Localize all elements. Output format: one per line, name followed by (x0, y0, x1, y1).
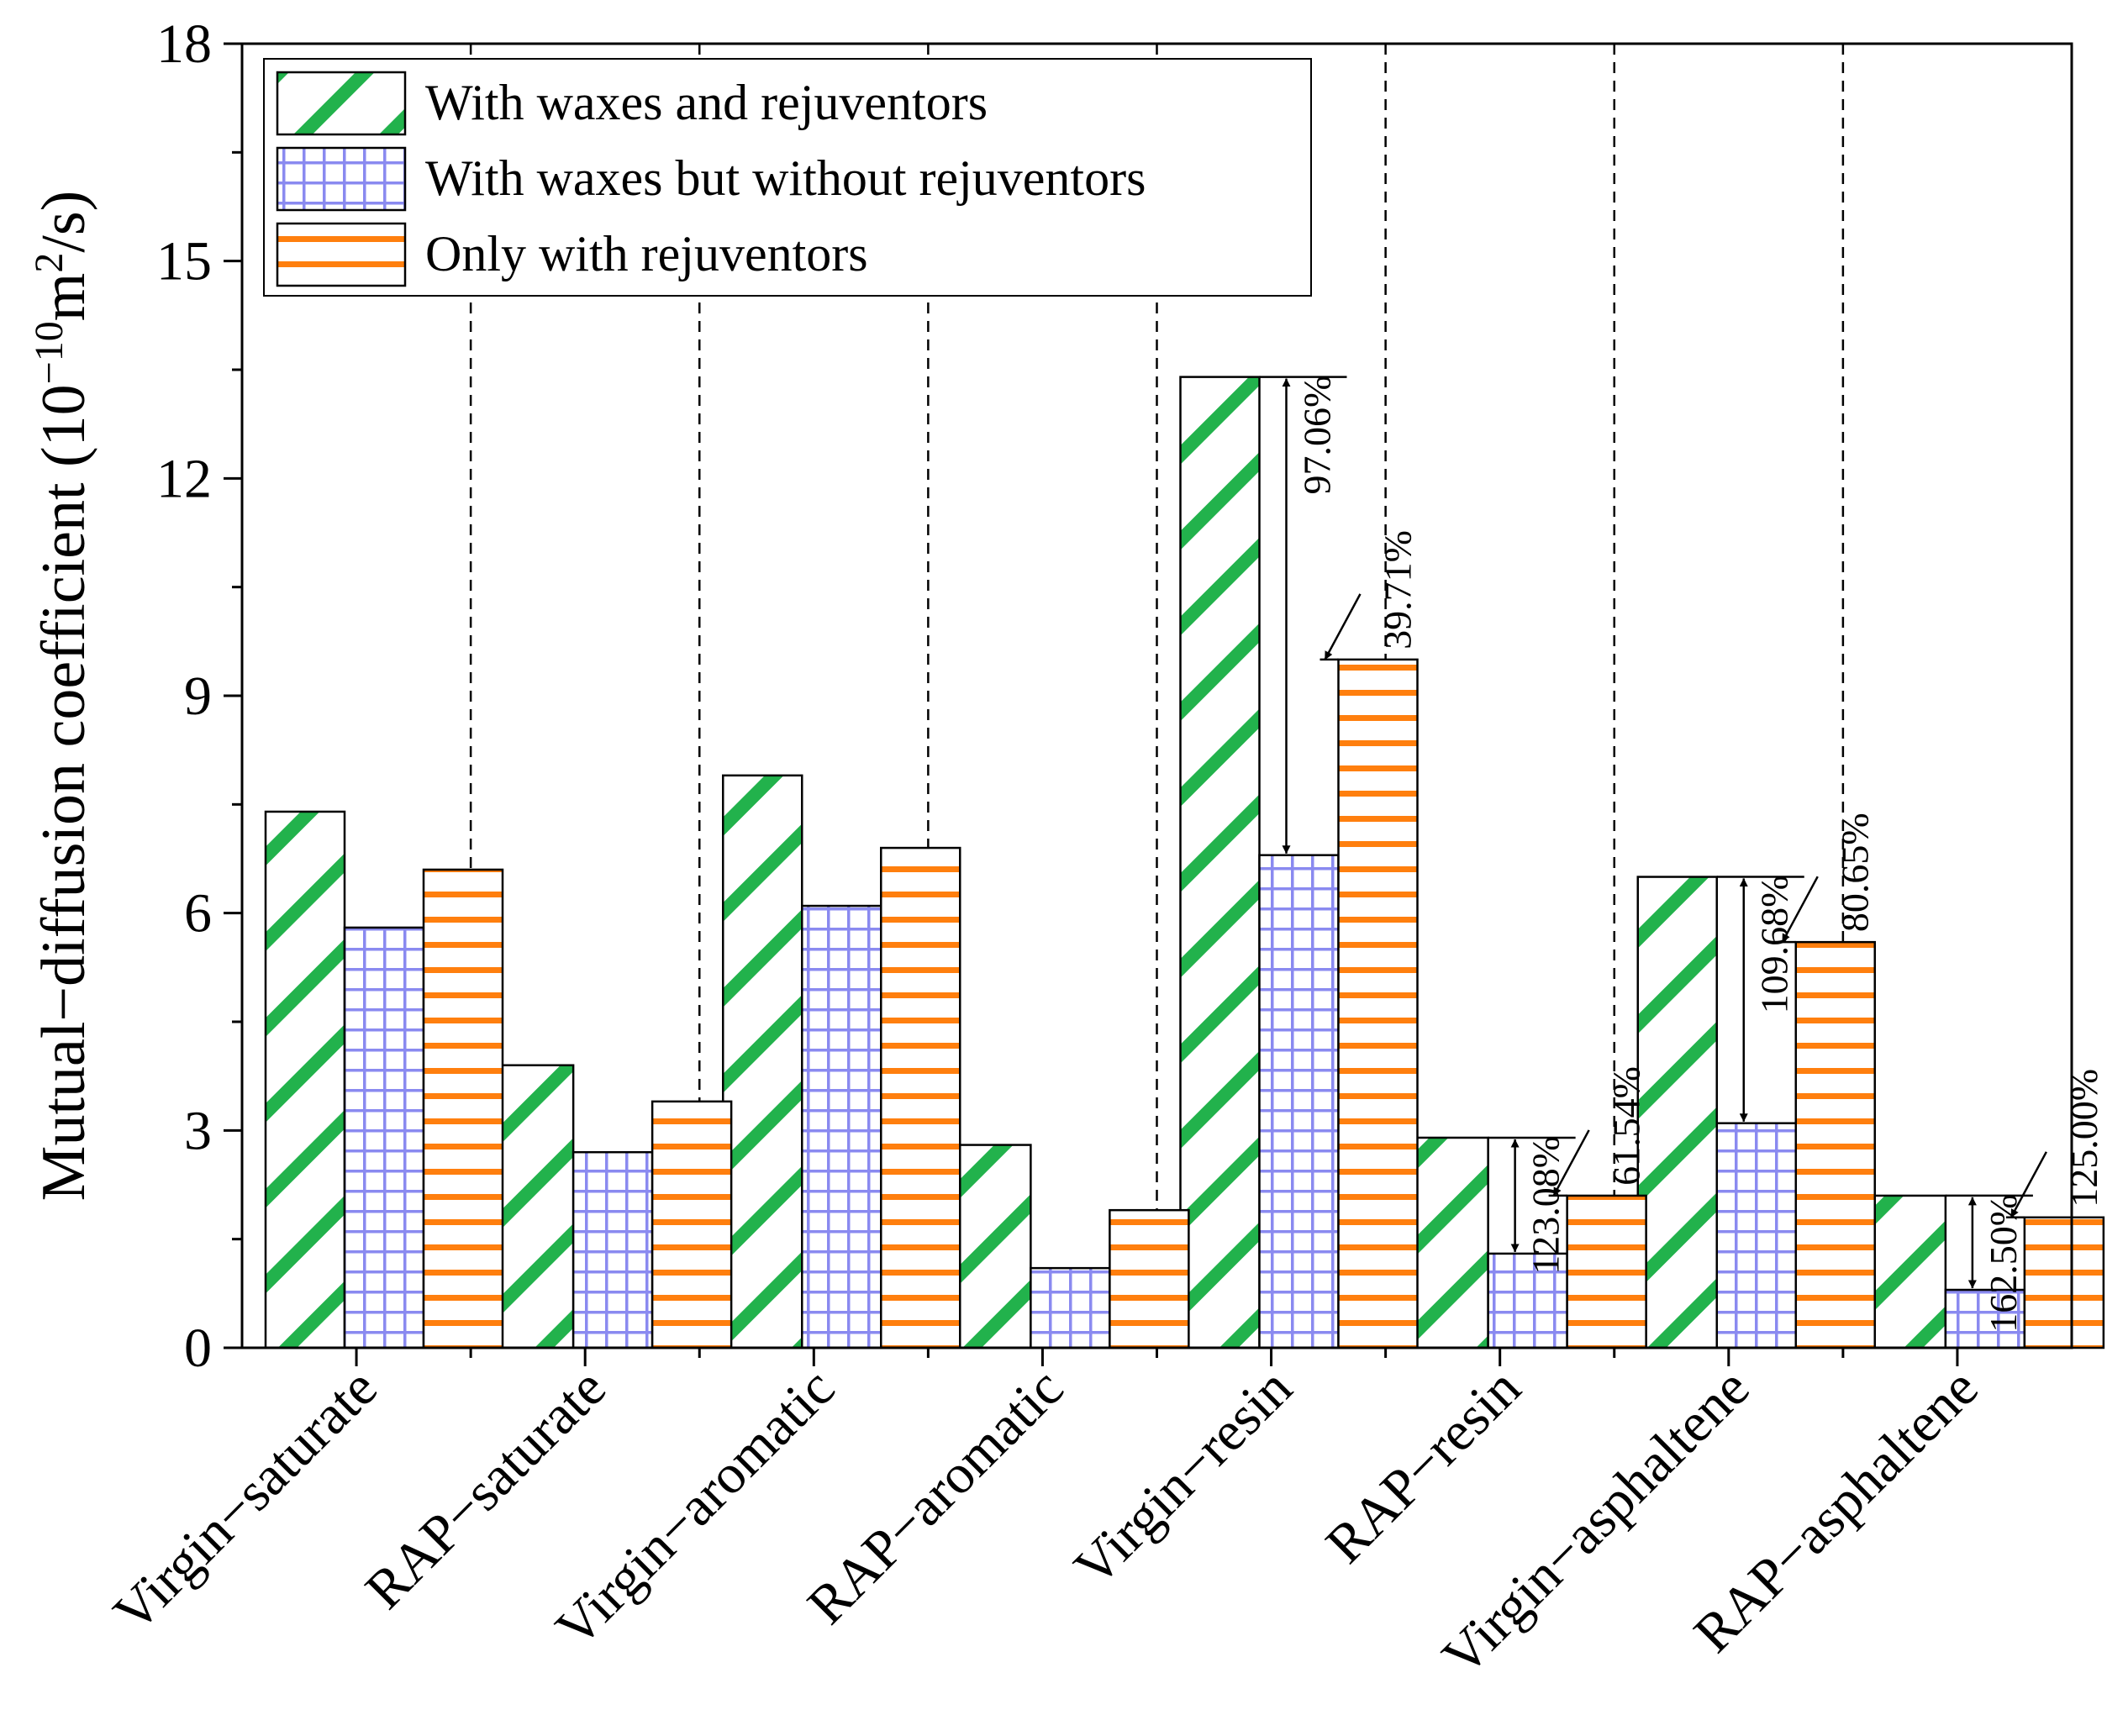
bar-diagonal (1865, 1194, 1947, 1349)
pointer-arrow (1552, 1129, 1590, 1197)
y-tick-label: 18 (156, 13, 212, 75)
bar-horizontal (880, 846, 961, 1349)
bar-grid (1258, 854, 1340, 1349)
percentage-label: 80.65% (1834, 813, 1877, 932)
annotations-layer: 97.06% 39.71% 123.08% 61.54% 109.68% 80.65% 16… (1259, 376, 2105, 1333)
x-category-label: Virgin−resin (1062, 1357, 1304, 1598)
percentage-label: 39.71% (1377, 530, 1420, 650)
bar-horizontal (1337, 658, 1419, 1349)
x-category-label: RAP−resin (1314, 1357, 1532, 1575)
legend: With waxes and rejuventors With waxes bu… (263, 58, 1312, 297)
legend-label: With waxes and rejuventors (425, 75, 988, 130)
x-category-label: Virgin−saturate (102, 1357, 388, 1644)
y-tick-label: 3 (184, 1100, 212, 1161)
legend-item-2: Only with rejuventors (276, 222, 868, 287)
bar-diagonal (1408, 1136, 1489, 1349)
bar-horizontal (1109, 1208, 1190, 1349)
bar-grid (572, 1150, 654, 1349)
percentage-label: 162.50% (1982, 1194, 2025, 1333)
legend-label: With waxes but without rejuventors (425, 150, 1146, 206)
legend-swatch-horizontal (276, 222, 407, 287)
y-tick-label: 15 (156, 231, 212, 292)
bar-horizontal (651, 1100, 733, 1349)
pointer-arrow (1324, 593, 1362, 660)
bar-diagonal (264, 810, 346, 1349)
y-tick-label: 9 (184, 665, 212, 727)
bar-horizontal (422, 868, 504, 1349)
legend-swatch-grid (276, 146, 407, 212)
y-tick-label: 12 (156, 448, 212, 509)
legend-box (263, 58, 1312, 297)
bar-diagonal (722, 774, 803, 1349)
y-tick-label: 6 (184, 883, 212, 944)
bar-diagonal (1636, 876, 1718, 1349)
bars-layer (264, 376, 2105, 1349)
percentage-label: 125.00% (2062, 1069, 2105, 1207)
bar-diagonal (493, 1064, 575, 1349)
bar-grid (1487, 1252, 1568, 1349)
pointer-arrow (2010, 1151, 2047, 1218)
pointer-arrow (1781, 876, 1819, 943)
bar-grid (1715, 1122, 1797, 1349)
legend-label: Only with rejuventors (425, 226, 868, 281)
percentage-label: 97.06% (1296, 376, 1339, 495)
y-axis-title: Mutual−diffusion coefficient (10−10m2/s) (27, 191, 99, 1202)
legend-item-0: With waxes and rejuventors (276, 71, 988, 136)
bar-diagonal (951, 1144, 1032, 1349)
bar-horizontal (1566, 1194, 1647, 1349)
bar-grid (801, 904, 882, 1349)
percentage-label: 61.54% (1605, 1066, 1648, 1186)
bar-horizontal (2023, 1216, 2105, 1349)
bar-diagonal (1179, 376, 1261, 1349)
percentage-label: 123.08% (1525, 1136, 1567, 1275)
legend-item-1: With waxes but without rejuventors (276, 146, 1146, 212)
percentage-label: 109.68% (1753, 876, 1796, 1014)
bar-grid (343, 926, 425, 1349)
legend-swatch-diagonal (276, 71, 407, 136)
y-tick-label: 0 (184, 1318, 212, 1379)
bar-grid (1030, 1266, 1111, 1349)
bar-horizontal (1794, 940, 1876, 1349)
